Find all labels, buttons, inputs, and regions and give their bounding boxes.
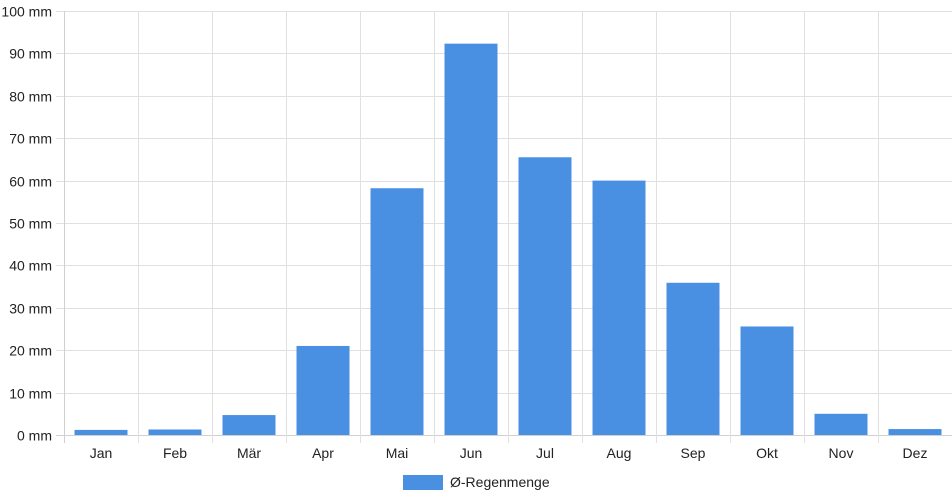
y-tick-label: 40 mm [9, 258, 52, 274]
x-tick-label: Apr [312, 445, 334, 461]
y-tick-label: 80 mm [9, 89, 52, 105]
legend-swatch [403, 475, 443, 490]
y-tick-label: 30 mm [9, 301, 52, 317]
y-tick-label: 60 mm [9, 174, 52, 190]
bar-mär[interactable] [222, 415, 276, 435]
x-tick-label: Okt [756, 445, 778, 461]
bar-okt[interactable] [740, 326, 794, 435]
legend-label: Ø-Regenmenge [450, 474, 550, 490]
x-tick-label: Aug [607, 445, 632, 461]
x-tick-label: Jul [536, 445, 554, 461]
x-tick-label: Mai [386, 445, 409, 461]
bars-layer [74, 43, 942, 436]
x-tick-label: Jun [460, 445, 483, 461]
bar-mai[interactable] [370, 188, 424, 435]
bar-nov[interactable] [814, 413, 868, 435]
bar-jan[interactable] [74, 429, 128, 435]
bar-jun[interactable] [444, 43, 498, 436]
y-tick-label: 100 mm [1, 4, 52, 20]
bar-dez[interactable] [888, 429, 942, 435]
y-tick-label: 20 mm [9, 343, 52, 359]
y-tick-label: 0 mm [17, 428, 52, 444]
bar-apr[interactable] [296, 345, 350, 435]
bar-jul[interactable] [518, 157, 572, 435]
x-axis-ticks: Jan Feb Mär Apr Mai Jun Jul Aug Sep Okt Nov Dez [90, 445, 928, 461]
bar-feb[interactable] [148, 429, 202, 435]
y-tick-label: 70 mm [9, 131, 52, 147]
x-tick-label: Feb [163, 445, 187, 461]
bar-aug[interactable] [592, 180, 646, 435]
x-tick-label: Sep [681, 445, 706, 461]
bar-sep[interactable] [666, 282, 720, 435]
y-tick-label: 10 mm [9, 386, 52, 402]
x-tick-label: Dez [903, 445, 928, 461]
grid-layer [56, 11, 952, 443]
y-axis-ticks: 0 mm 10 mm 20 mm 30 mm 40 mm 50 mm 60 mm 70 mm 8… [1, 4, 52, 444]
y-tick-label: 90 mm [9, 46, 52, 62]
x-tick-label: Jan [90, 445, 113, 461]
x-tick-label: Mär [237, 445, 261, 461]
y-tick-label: 50 mm [9, 216, 52, 232]
x-tick-label: Nov [829, 445, 854, 461]
legend[interactable]: Ø-Regenmenge [403, 474, 550, 490]
